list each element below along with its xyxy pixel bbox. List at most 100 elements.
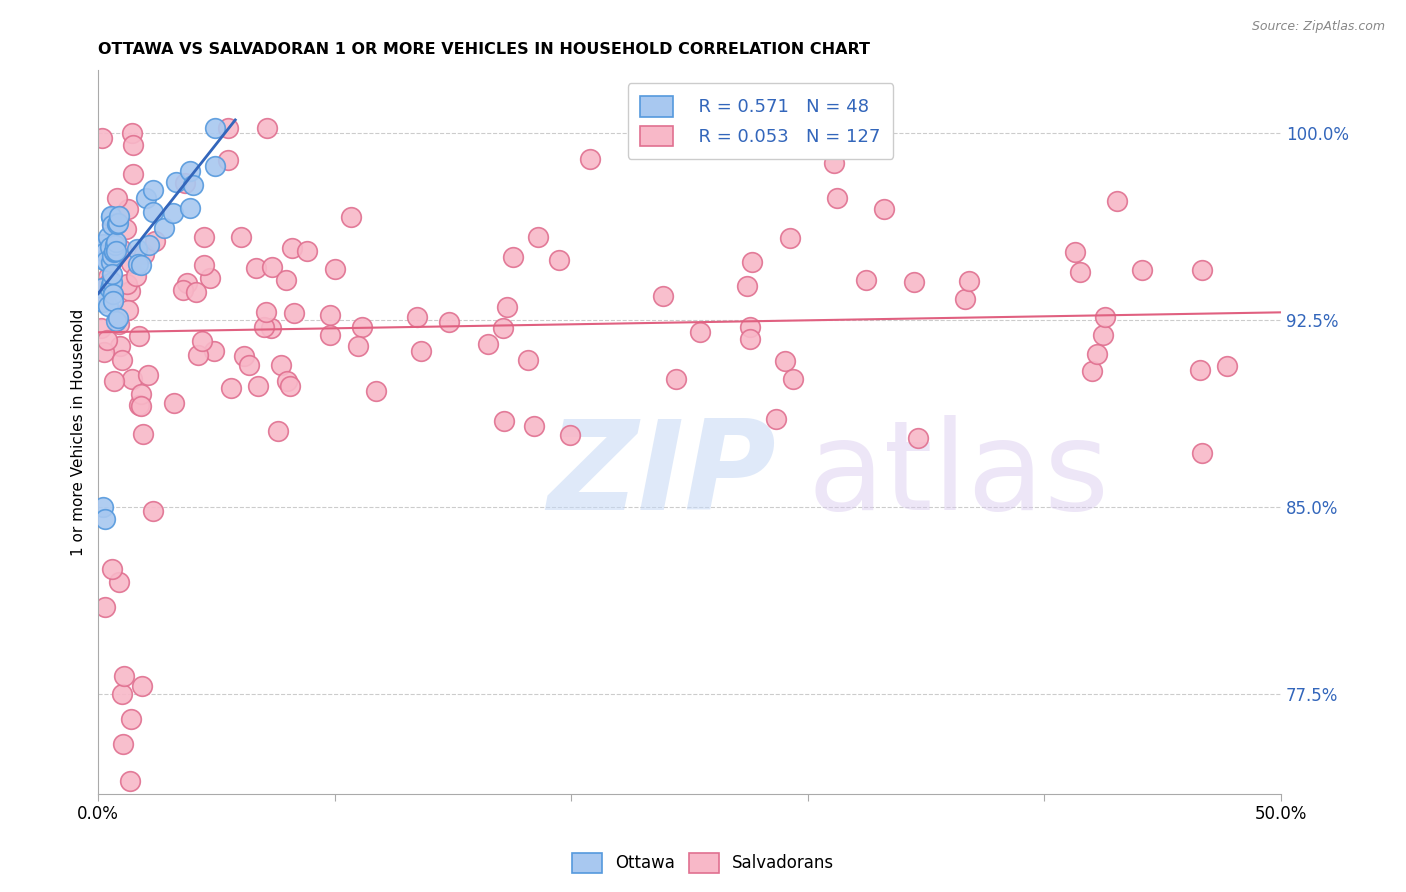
Point: [652, 289, 675, 303]
Point: [121, 126, 143, 140]
Point: [90, 321, 112, 335]
Point: [347, 339, 370, 353]
Point: [266, 424, 288, 438]
Point: [217, 120, 239, 135]
Point: [121, 138, 143, 153]
Point: [162, 395, 184, 409]
Point: [101, 293, 124, 308]
Point: [132, 426, 155, 441]
Point: [112, 737, 135, 751]
Point: [274, 273, 297, 287]
Point: [100, 255, 122, 269]
Point: [101, 286, 124, 301]
Point: [270, 359, 292, 373]
Point: [779, 231, 801, 245]
Point: [101, 562, 124, 576]
Point: [492, 414, 515, 428]
Point: [142, 183, 165, 197]
Point: [103, 374, 125, 388]
Point: [91, 281, 114, 295]
Point: [350, 319, 373, 334]
Point: [1094, 310, 1116, 325]
Point: [129, 387, 152, 401]
Point: [516, 352, 538, 367]
Point: [1092, 327, 1115, 342]
Point: [101, 218, 124, 232]
Point: [172, 283, 194, 297]
Point: [782, 372, 804, 386]
Point: [855, 273, 877, 287]
Point: [138, 368, 160, 382]
Point: [93, 253, 115, 268]
Point: [217, 153, 239, 167]
Point: [125, 269, 148, 284]
Point: [409, 344, 432, 359]
Point: [142, 503, 165, 517]
Point: [492, 320, 515, 334]
Point: [153, 221, 176, 235]
Point: [129, 399, 152, 413]
Point: [276, 374, 298, 388]
Point: [406, 310, 429, 325]
Point: [496, 300, 519, 314]
Point: [174, 177, 197, 191]
Point: [97, 277, 120, 292]
Point: [91, 500, 114, 514]
Point: [138, 237, 160, 252]
Point: [111, 353, 134, 368]
Point: [162, 206, 184, 220]
Point: [765, 412, 787, 426]
Point: [1081, 364, 1104, 378]
Point: [176, 276, 198, 290]
Text: ZIP: ZIP: [547, 415, 776, 536]
Point: [110, 242, 132, 256]
Point: [179, 201, 201, 215]
Point: [110, 339, 132, 353]
Point: [115, 222, 138, 236]
Point: [111, 687, 134, 701]
Point: [256, 120, 278, 135]
Point: [143, 234, 166, 248]
Point: [193, 230, 215, 244]
Point: [193, 259, 215, 273]
Point: [1085, 347, 1108, 361]
Point: [1191, 445, 1213, 459]
Point: [204, 159, 226, 173]
Point: [1130, 263, 1153, 277]
Point: [103, 245, 125, 260]
Point: [118, 774, 141, 789]
Text: atlas: atlas: [808, 415, 1109, 536]
Point: [125, 242, 148, 256]
Point: [740, 332, 762, 346]
Point: [107, 310, 129, 325]
Point: [873, 202, 896, 217]
Point: [97, 299, 120, 313]
Point: [437, 315, 460, 329]
Point: [579, 152, 602, 166]
Point: [1105, 194, 1128, 209]
Point: [105, 235, 128, 249]
Point: [477, 337, 499, 351]
Point: [827, 191, 849, 205]
Point: [107, 216, 129, 230]
Point: [283, 306, 305, 320]
Point: [198, 271, 221, 285]
Point: [120, 712, 142, 726]
Point: [121, 372, 143, 386]
Point: [191, 334, 214, 348]
Point: [100, 217, 122, 231]
Point: [202, 344, 225, 359]
Point: [105, 217, 128, 231]
Point: [129, 258, 152, 272]
Point: [366, 384, 388, 398]
Point: [253, 319, 276, 334]
Point: [179, 164, 201, 178]
Point: [1191, 263, 1213, 277]
Point: [105, 191, 128, 205]
Point: [247, 379, 270, 393]
Point: [219, 381, 242, 395]
Point: [259, 321, 281, 335]
Point: [245, 261, 267, 276]
Point: [97, 269, 120, 284]
Point: [502, 250, 524, 264]
